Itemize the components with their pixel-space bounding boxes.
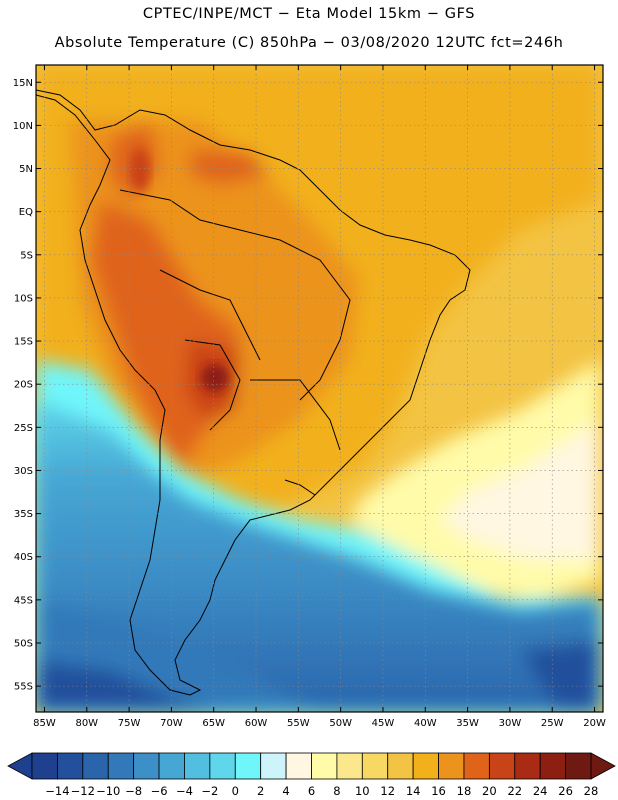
chart-title-line-2: Absolute Temperature (C) 850hPa − 03/08/… [54, 35, 564, 51]
colorbar-label: 4 [282, 784, 289, 798]
map-frame [35, 64, 604, 713]
latitude-axis: 15N 10N 5N EQ 5S 10S 15S 20S 25S 30S 35S 40S 45S 50S 5… [13, 78, 603, 693]
colorbar-swatch [82, 752, 109, 780]
lon-tick-label: 30W [499, 718, 522, 729]
lat-tick-label: EQ [19, 207, 33, 218]
lon-tick-label: 35W [456, 718, 479, 729]
colorbar-label: 10 [355, 784, 370, 798]
colorbar-swatch [539, 752, 566, 780]
lat-tick-label: 10N [13, 121, 33, 132]
colorbar-swatch [387, 752, 414, 780]
colorbar-label: −2 [201, 784, 218, 798]
lat-tick-label: 45S [14, 595, 33, 606]
colorbar-swatch [488, 752, 516, 780]
colorbar-swatch [209, 752, 236, 780]
lon-tick-label: 20W [583, 718, 606, 729]
lon-tick-label: 50W [329, 718, 352, 729]
lon-tick-label: 55W [287, 718, 310, 729]
lon-tick-label: 25W [541, 718, 564, 729]
chart-title-line-1: CPTEC/INPE/MCT − Eta Model 15km − GFS [142, 6, 476, 22]
longitude-axis: 85W 80W 75W 70W 65W 60W 55W 50W 45W 40W 35W 30W 25W 2… [33, 65, 606, 729]
colorbar-label: 24 [533, 784, 548, 798]
colorbar-swatch [565, 752, 592, 780]
colorbar-label: 28 [584, 784, 599, 798]
lat-tick-label: 10S [14, 293, 33, 304]
coastline-and-borders [36, 89, 471, 696]
colorbar-label: 14 [406, 784, 421, 798]
lat-tick-label: 25S [14, 423, 33, 434]
lat-tick-label: 50S [14, 638, 33, 649]
colorbar-label: −6 [151, 784, 168, 798]
colorbar-label: −14 [45, 784, 69, 798]
lat-tick-label: 15S [14, 337, 33, 348]
lon-tick-label: 60W [245, 718, 268, 729]
graticule [36, 65, 603, 712]
colorbar-swatch [234, 752, 262, 780]
lat-tick-label: 5S [20, 250, 33, 261]
colorbar-label: 2 [257, 784, 264, 798]
colorbar-swatch [260, 752, 287, 780]
colorbar-label: −10 [96, 784, 120, 798]
lat-tick-label: 30S [14, 466, 33, 477]
colorbar-label: 26 [558, 784, 573, 798]
colorbar-swatch [31, 752, 58, 780]
lon-tick-label: 70W [160, 718, 183, 729]
colorbar-label: 6 [308, 784, 315, 798]
lon-tick-label: 80W [75, 718, 98, 729]
colorbar-swatch [412, 752, 439, 780]
lat-tick-label: 20S [14, 380, 33, 391]
colorbar-swatch [463, 752, 490, 780]
lat-tick-label: 35S [14, 509, 33, 520]
colorbar-label: 12 [380, 784, 395, 798]
lon-tick-label: 75W [118, 718, 141, 729]
colorbar-swatch [57, 752, 84, 780]
colorbar-swatch [158, 752, 185, 780]
colorbar-swatch [107, 752, 135, 780]
colorbar-label: −12 [71, 784, 95, 798]
colorbar-swatch [184, 752, 211, 780]
lat-tick-label: 5N [19, 164, 33, 175]
lon-tick-label: 85W [33, 718, 56, 729]
colorbar-swatch [133, 752, 160, 780]
colorbar-swatch [361, 752, 389, 780]
colorbar-swatch [336, 752, 363, 780]
colorbar-swatch [285, 752, 312, 780]
colorbar-label: −8 [125, 784, 142, 798]
colorbar-label: 0 [232, 784, 239, 798]
colorbar-swatch [438, 752, 465, 780]
colorbar-low-arrow [7, 752, 33, 780]
colorbar-swatch [311, 752, 338, 780]
colorbar-high-arrow [590, 752, 616, 780]
lat-tick-label: 55S [14, 682, 33, 693]
lat-tick-label: 40S [14, 552, 33, 563]
colorbar-label: −4 [176, 784, 193, 798]
temperature-field [36, 65, 603, 712]
lon-tick-label: 65W [202, 718, 225, 729]
colorbar: −14 −12 −10 −8 −6 −4 −2 0 2 4 6 8 10 12 14 16 18 20 22 24 26… [7, 752, 616, 798]
colorbar-label: 18 [457, 784, 472, 798]
colorbar-swatch [514, 752, 541, 780]
colorbar-label: 8 [333, 784, 340, 798]
colorbar-label: 20 [482, 784, 497, 798]
lon-tick-label: 45W [372, 718, 395, 729]
colorbar-label: 22 [507, 784, 522, 798]
lat-tick-label: 15N [13, 78, 33, 89]
colorbar-label: 16 [431, 784, 446, 798]
lon-tick-label: 40W [414, 718, 437, 729]
